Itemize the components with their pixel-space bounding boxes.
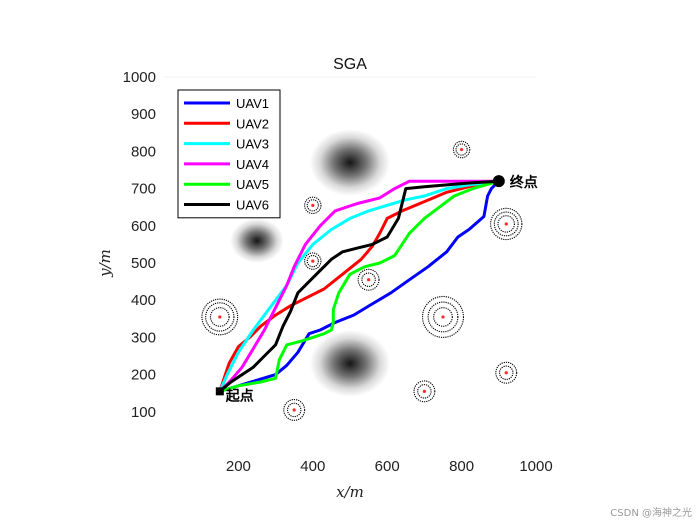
threat-center <box>292 408 296 412</box>
path-uav6 <box>218 179 501 393</box>
x-tick-label: 600 <box>375 458 400 475</box>
threat-center <box>460 147 464 152</box>
threat-7 <box>421 295 465 338</box>
threat-center <box>311 259 315 263</box>
path-uav4 <box>218 179 501 393</box>
watermark: CSDN @海神之光 <box>610 508 692 519</box>
y-tick-label: 900 <box>131 106 156 123</box>
legend-label: UAV5 <box>236 177 269 192</box>
legend: UAV1 UAV2 UAV3 UAV4 UAV5 UAV6 <box>177 89 281 219</box>
legend-entry-uav5: UAV5 <box>184 177 269 192</box>
threat-ring <box>205 302 235 332</box>
x-tick-label: 800 <box>449 458 474 475</box>
y-axis-label: y/m <box>96 249 114 278</box>
axes: 200 400 600 800 1000 100 200 300 400 500 600 700 800… <box>123 69 553 475</box>
marker-layer: 起点 终点 <box>215 174 538 404</box>
x-tick-label: 1000 <box>519 458 552 475</box>
threat-ring <box>283 398 306 421</box>
threat-ring <box>306 255 319 268</box>
threat-ring <box>361 272 376 287</box>
threat-ring <box>455 143 468 156</box>
threat-ring <box>357 268 380 291</box>
y-tick-label: 800 <box>131 143 156 160</box>
threat-10 <box>283 398 306 421</box>
end-marker <box>492 175 505 188</box>
threat-ring <box>209 307 230 327</box>
threat-8 <box>495 361 518 384</box>
y-tick-label: 600 <box>131 218 156 235</box>
threat-ring <box>304 196 322 215</box>
y-tick-label: 400 <box>131 292 156 309</box>
y-tick-label: 300 <box>131 329 156 346</box>
threat-center <box>441 315 445 319</box>
threat-ring <box>498 365 514 380</box>
threat-3 <box>490 207 523 241</box>
legend-entry-uav3: UAV3 <box>184 137 269 152</box>
legend-entry-uav4: UAV4 <box>184 157 269 172</box>
legend-label: UAV1 <box>236 96 269 111</box>
threat-center <box>311 203 315 207</box>
legend-entry-uav1: UAV1 <box>184 96 269 111</box>
threat-ring <box>417 384 432 399</box>
threat-2 <box>304 196 322 215</box>
y-tick-label: 1000 <box>123 69 156 86</box>
chart-title: SGA <box>333 56 367 73</box>
threat-ring <box>286 402 302 418</box>
threat-4 <box>304 252 322 270</box>
legend-label: UAV4 <box>236 157 269 172</box>
threat-ring <box>493 211 519 237</box>
legend-box <box>177 89 281 219</box>
threat-ring <box>490 207 523 241</box>
terrain-peak-1 <box>309 129 391 197</box>
y-tick-label: 700 <box>131 181 156 198</box>
y-tick-label: 500 <box>131 255 156 272</box>
legend-label: UAV6 <box>236 198 269 213</box>
threat-ring <box>306 199 319 212</box>
threat-6 <box>201 298 239 336</box>
legend-label: UAV2 <box>236 116 269 131</box>
threat-ring <box>304 252 322 270</box>
threat-ring <box>433 307 453 327</box>
legend-label: UAV3 <box>236 137 269 152</box>
threat-1 <box>452 140 471 159</box>
threat-center <box>367 278 371 282</box>
threat-ring <box>421 295 465 338</box>
threat-center <box>218 315 222 319</box>
terrain-layer <box>230 129 391 397</box>
threat-ring <box>497 215 515 233</box>
end-label: 终点 <box>510 174 538 191</box>
terrain-peak-2 <box>309 329 391 397</box>
legend-entry-uav6: UAV6 <box>184 198 269 213</box>
x-tick-label: 200 <box>226 458 251 475</box>
path-uav3 <box>218 179 501 393</box>
y-tick-label: 200 <box>131 367 156 384</box>
x-tick-label: 400 <box>300 458 325 475</box>
threat-9 <box>413 380 436 403</box>
path-uav1 <box>218 179 501 393</box>
threat-center <box>504 222 508 226</box>
threat-ring <box>201 298 239 336</box>
threat-layer <box>201 140 523 421</box>
legend-entry-uav2: UAV2 <box>184 116 269 131</box>
x-axis-label: x/m <box>336 483 364 501</box>
threat-center <box>422 389 426 393</box>
y-tick-label: 100 <box>131 404 156 421</box>
threat-ring <box>452 140 471 159</box>
start-marker <box>215 387 224 396</box>
threat-ring <box>495 361 518 384</box>
path-uav5 <box>218 179 501 393</box>
threat-5 <box>357 268 380 291</box>
terrain-peak-3 <box>230 218 284 263</box>
threat-center <box>504 371 508 375</box>
threat-ring <box>413 380 436 403</box>
threat-ring <box>427 301 459 333</box>
start-label: 起点 <box>225 387 254 404</box>
path-layer <box>218 179 501 393</box>
